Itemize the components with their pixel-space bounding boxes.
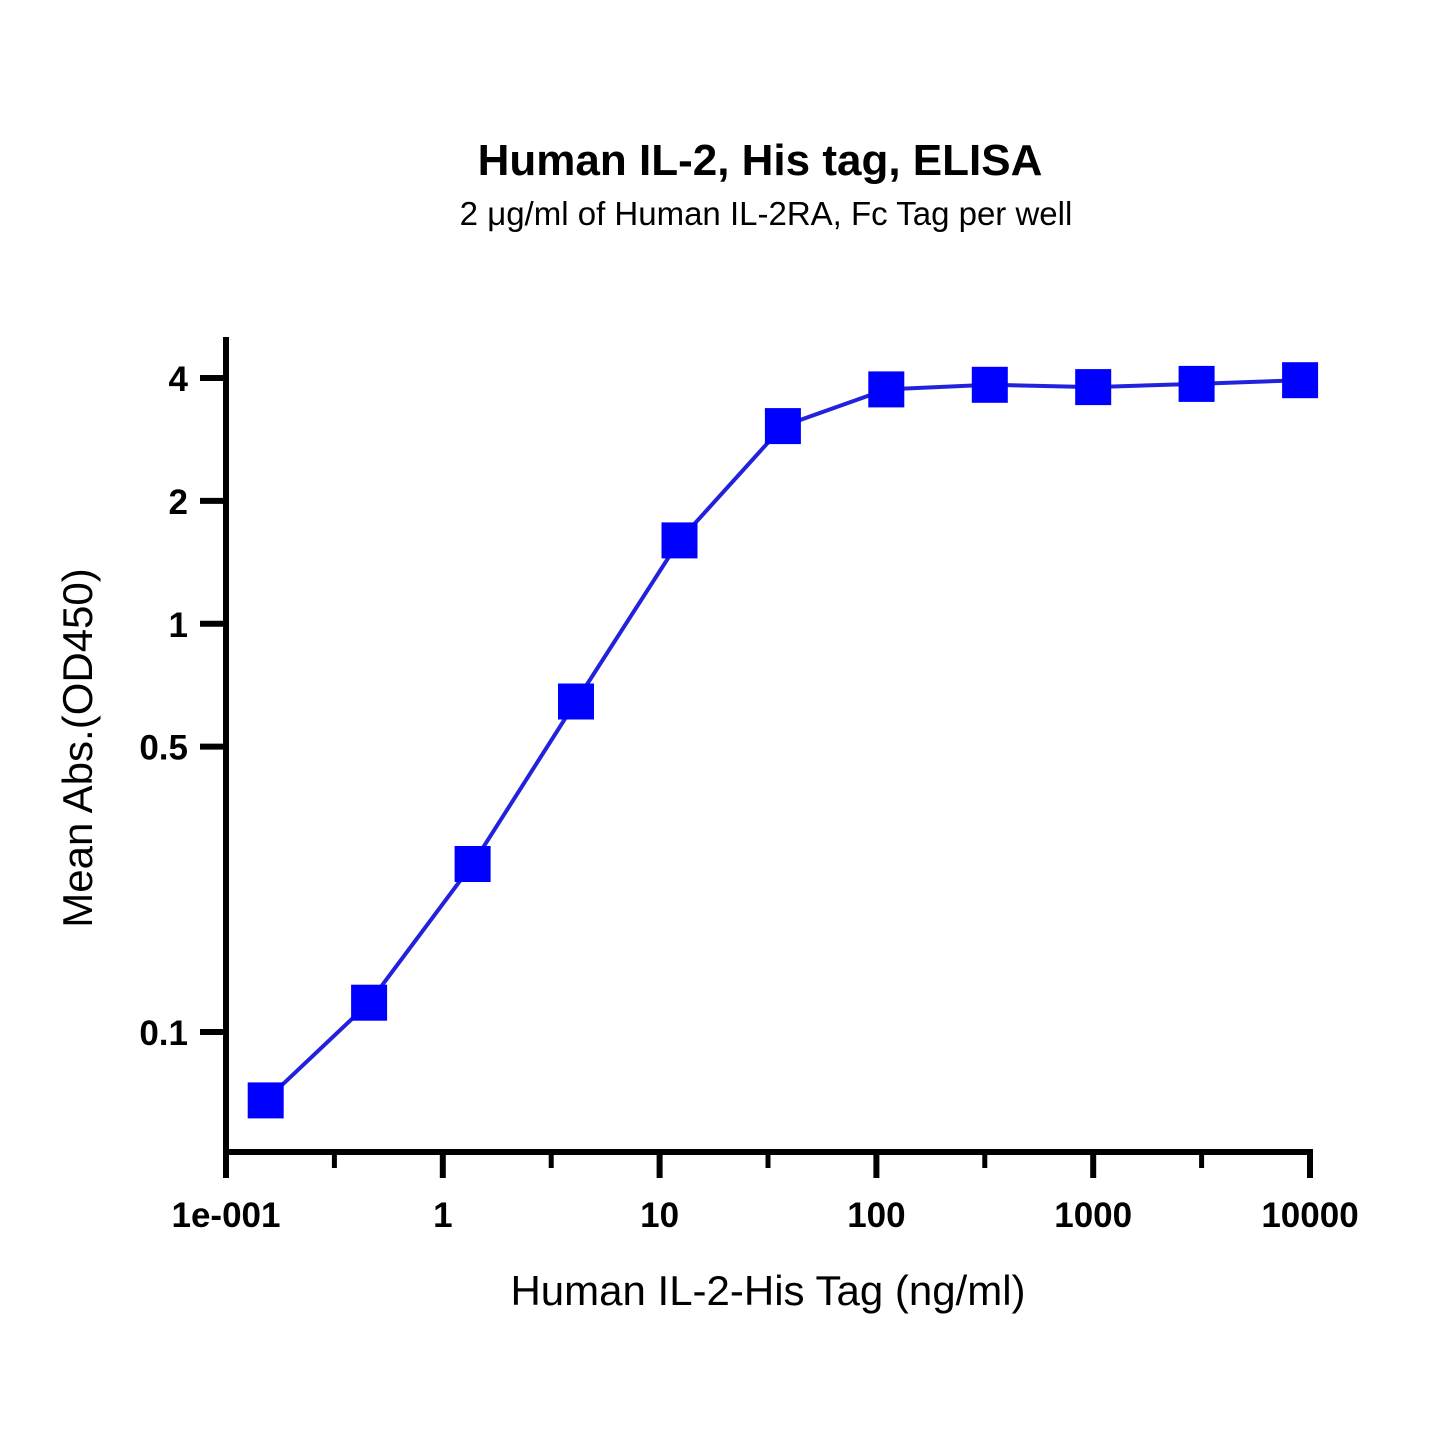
data-point <box>247 1082 284 1119</box>
x-tick-label: 10000 <box>1261 1196 1358 1235</box>
x-tick-label: 10 <box>640 1196 679 1235</box>
x-axis-ticks: 1e-001 1 10 100 1000 10000 <box>172 1152 1359 1235</box>
chart-title: Human IL-2, His tag, ELISA <box>478 136 1043 185</box>
y-axis-ticks: 0.1 0.5 1 2 4 <box>139 360 226 1053</box>
data-point <box>868 371 905 408</box>
y-axis-label: Mean Abs.(OD450) <box>54 568 101 928</box>
y-tick-label: 2 <box>169 483 188 522</box>
x-tick-label: 1000 <box>1054 1196 1132 1235</box>
data-series <box>247 362 1319 1119</box>
y-tick-label: 4 <box>169 360 189 399</box>
x-tick-label: 100 <box>847 1196 905 1235</box>
data-point <box>971 366 1008 403</box>
series-line <box>264 378 1301 1102</box>
data-point <box>1282 362 1319 399</box>
data-point <box>558 683 594 720</box>
data-point <box>1075 369 1112 406</box>
data-point <box>351 984 388 1021</box>
data-point <box>454 846 491 882</box>
x-tick-label: 1e-001 <box>172 1196 281 1235</box>
y-tick-label: 0.1 <box>139 1014 188 1053</box>
data-point <box>661 522 698 559</box>
x-tick-label: 1 <box>433 1196 452 1235</box>
data-point <box>1178 365 1215 402</box>
chart-subtitle: 2 μg/ml of Human IL-2RA, Fc Tag per well <box>460 195 1073 232</box>
y-tick-label: 1 <box>169 606 188 645</box>
axes <box>223 337 1313 1155</box>
y-tick-label: 0.5 <box>139 729 188 768</box>
x-axis-label: Human IL-2-His Tag (ng/ml) <box>510 1267 1025 1314</box>
data-point <box>764 408 801 445</box>
